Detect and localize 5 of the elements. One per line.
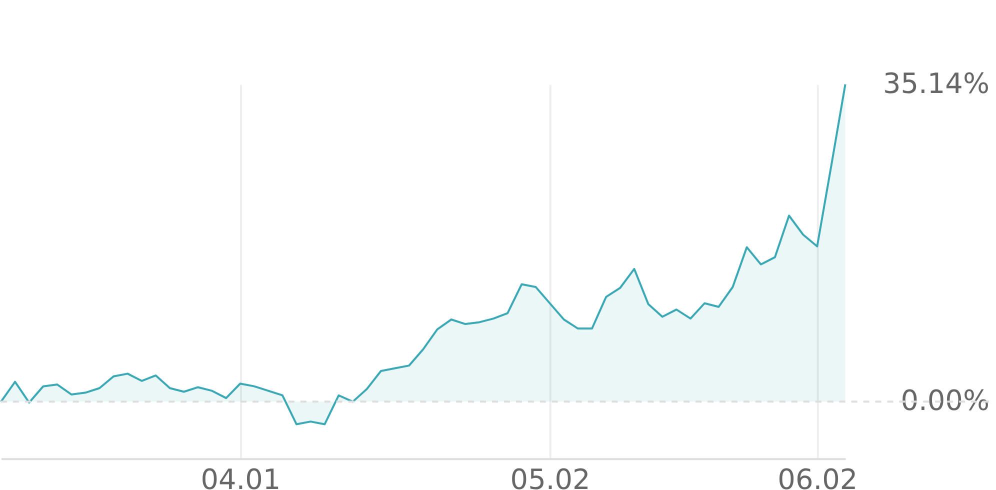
x-tick-label: 06.02 bbox=[778, 463, 858, 490]
x-tick-label: 04.01 bbox=[200, 463, 281, 490]
x-tick-label: 05.02 bbox=[510, 463, 590, 490]
y-tick-label: 35.14% bbox=[882, 66, 990, 100]
y-tick-label: 0.00% bbox=[900, 384, 990, 418]
